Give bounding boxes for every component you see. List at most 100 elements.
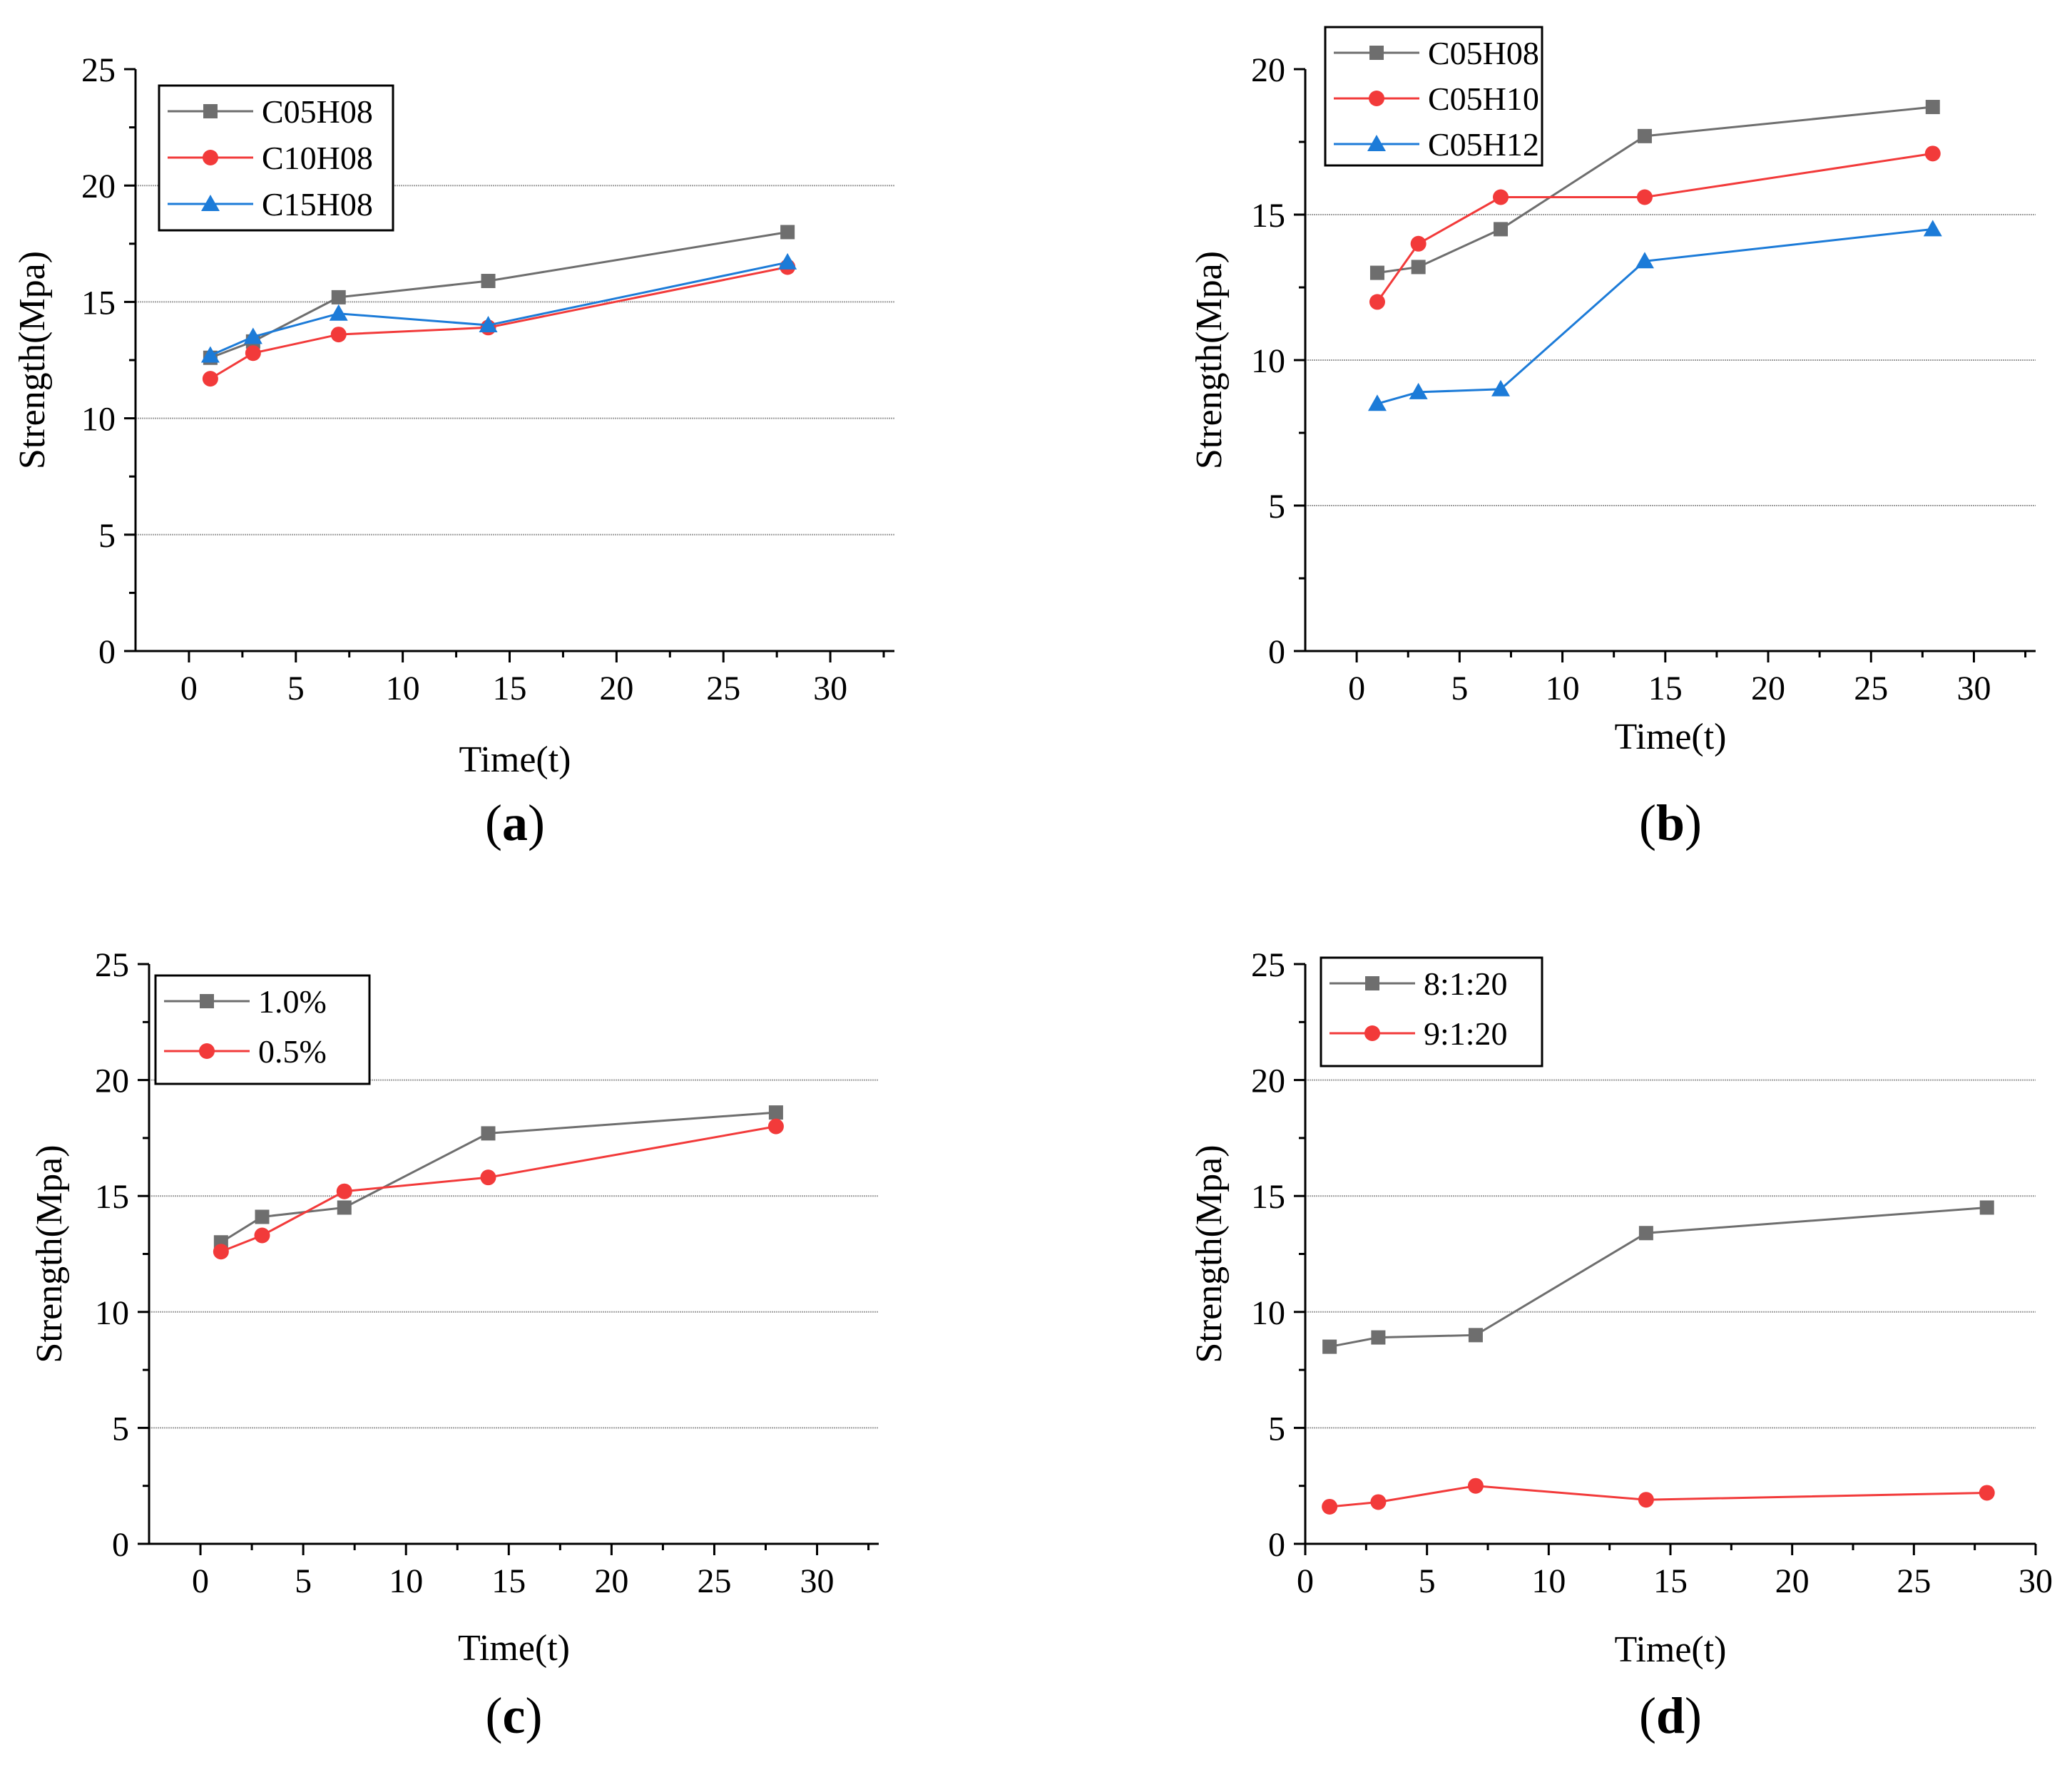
data-point [780,225,795,240]
x-tick-label: 10 [1531,1562,1566,1600]
x-tick-label: 25 [706,670,740,707]
data-point [1322,1498,1338,1515]
panel-label-close: ) [1685,794,1702,851]
data-point [481,1126,496,1141]
y-tick-label: 10 [95,1294,129,1332]
data-point [1369,265,1384,280]
data-point [1371,1330,1386,1345]
y-axis-title: Strength(Mpa) [1189,1144,1230,1363]
legend-marker [1367,135,1386,151]
data-point [481,274,496,289]
legend-marker [201,195,220,211]
data-point [336,1183,352,1199]
y-tick-label: 15 [81,284,116,322]
legend-marker [200,994,214,1008]
x-tick-label: 30 [800,1562,835,1600]
data-point [1979,1200,1994,1215]
x-tick-label: 0 [180,670,198,707]
series-line [210,261,788,357]
x-tick-label: 30 [1956,670,1991,707]
x-axis-title: Time(t) [459,739,571,780]
x-tick-label: 20 [1751,670,1785,707]
legend-marker [1364,1025,1380,1041]
data-point [1369,294,1385,310]
data-point [330,327,347,343]
y-tick-label: 0 [112,1526,129,1564]
legend-marker [1369,91,1384,106]
x-tick-label: 5 [1451,670,1468,707]
legend-marker [203,104,218,118]
y-tick-label: 25 [95,946,129,984]
legend-label: 8:1:20 [1424,966,1508,1002]
x-tick-label: 10 [1546,670,1580,707]
y-tick-label: 0 [98,633,116,671]
x-tick-label: 20 [599,670,633,707]
y-tick-label: 0 [1268,1526,1285,1564]
data-point [329,304,348,321]
legend-label: C05H08 [262,93,373,130]
x-tick-label: 0 [1348,670,1365,707]
data-point [331,290,346,304]
y-tick-label: 25 [81,51,116,89]
panel-label: (c) [486,1687,543,1744]
chart-panel-c: 0 5 10 15 20 25 0 5 10 15 20 25 30 Time(t) Strength(Mp… [29,946,879,1744]
series-line [1329,1206,1987,1348]
y-tick-label: 15 [1251,1178,1285,1216]
data-point [1322,1339,1337,1354]
panel-label: (b) [1639,794,1702,851]
legend-marker [1369,46,1384,60]
chart-panel-d: 0 5 10 15 20 25 0 5 10 15 20 25 30 Time(t) Strength(Mp… [1189,946,2053,1744]
y-tick-label: 20 [95,1062,129,1100]
data-point [1494,222,1509,237]
series-line [1329,1485,1987,1508]
series-line [220,1111,777,1244]
x-tick-label: 5 [287,670,305,707]
data-point [1923,220,1942,237]
x-tick-label: 25 [1854,670,1888,707]
legend: C05H08 C05H10 C05H12 [1324,26,1543,167]
x-tick-label: 5 [295,1562,312,1600]
legend-box [1324,26,1543,167]
data-point [1925,100,1940,115]
y-tick-label: 15 [95,1178,129,1216]
y-tick-label: 5 [112,1410,129,1448]
data-point [1409,382,1428,399]
data-point [778,252,797,270]
data-point [1468,1328,1483,1343]
x-tick-label: 30 [813,670,847,707]
data-point [243,327,262,344]
legend-label: C05H12 [1428,126,1539,163]
series-line [220,1125,777,1253]
data-point [480,1169,496,1186]
x-tick-label: 30 [2019,1562,2053,1600]
legend: 1.0% 0.5% [154,974,371,1085]
x-tick-label: 0 [192,1562,209,1600]
panel-label-letter: d [1656,1687,1685,1744]
y-tick-label: 0 [1268,633,1285,671]
data-point [1493,189,1509,205]
data-point [1636,189,1653,205]
y-tick-label: 20 [1251,51,1285,89]
panel-label-close: ) [525,1687,542,1744]
y-axis-title: Strength(Mpa) [29,1144,70,1363]
legend-label: 9:1:20 [1424,1015,1508,1052]
x-tick-label: 15 [1648,670,1683,707]
legend-label: C10H08 [262,140,373,176]
legend-marker [199,1043,215,1059]
x-tick-label: 10 [389,1562,423,1600]
data-point [1979,1485,1995,1501]
data-point [768,1105,783,1120]
data-point [1637,128,1652,143]
legend: C05H08 C10H08 C15H08 [158,84,394,232]
y-axis-title: Strength(Mpa) [12,251,53,469]
series-line [210,230,788,359]
legend: 8:1:20 9:1:20 [1320,956,1543,1067]
legend-box [154,974,371,1085]
x-tick-label: 20 [594,1562,628,1600]
data-point [245,345,261,362]
panel-label: (d) [1639,1687,1702,1744]
legend-box [1320,956,1543,1067]
panel-label-close: ) [1685,1687,1702,1744]
chart-panel-b: 0 5 10 15 20 0 5 10 15 20 25 30 Time(t) Strength(Mpa)… [1189,26,2036,851]
